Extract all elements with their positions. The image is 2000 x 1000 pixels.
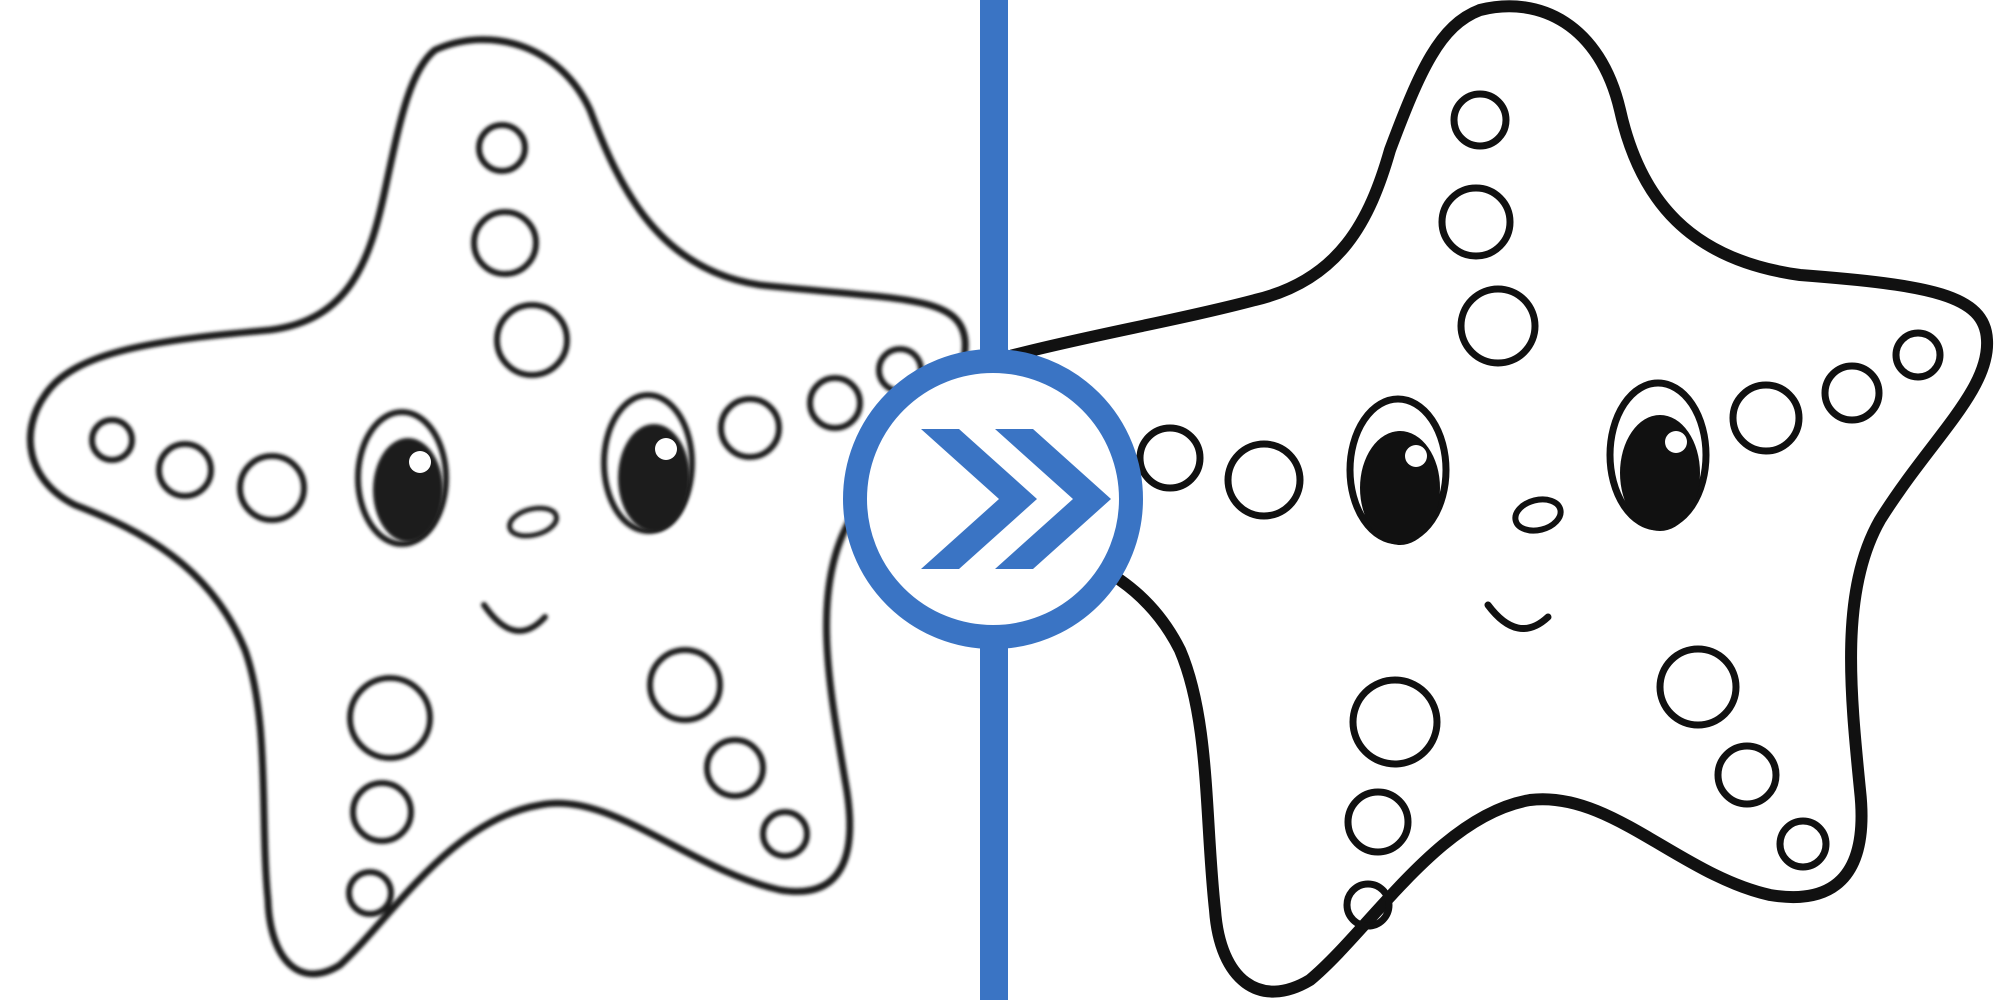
before-image-panel [0, 0, 990, 1000]
starfish-before-image [26, 36, 969, 978]
after-image-panel [1010, 0, 2000, 1000]
starfish-outline [1010, 0, 1994, 998]
starfish-outline [26, 36, 969, 978]
comparison-slider-handle[interactable] [843, 349, 1143, 649]
double-chevron-right-icon [921, 429, 1111, 569]
starfish-after-image [1010, 0, 1994, 998]
